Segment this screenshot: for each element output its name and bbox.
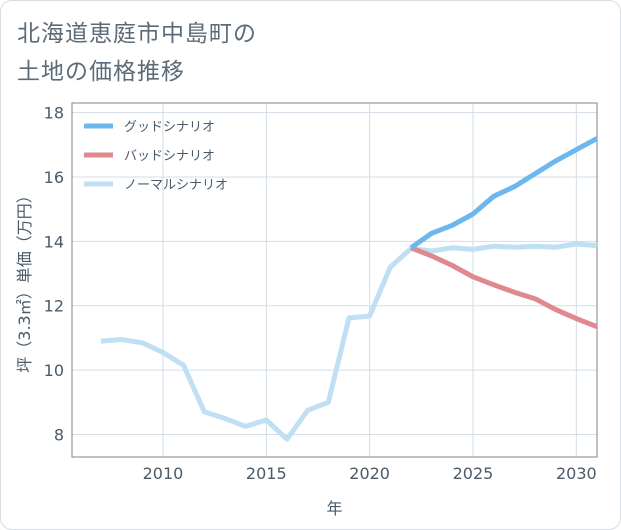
series-line-normal	[100, 241, 598, 442]
x-tick-label: 2020	[349, 464, 390, 483]
y-tick-labels: 8 10 12 14 16 18	[44, 104, 64, 445]
y-tick-label: 10	[44, 361, 64, 380]
grid-lines	[72, 103, 597, 457]
y-axis-title: 坪（3.3㎡）単価（万円）	[15, 187, 34, 372]
x-tick-label: 2025	[453, 464, 494, 483]
y-tick-label: 16	[44, 168, 64, 187]
x-tick-labels: 2010 2015 2020 2025 2030	[143, 464, 597, 483]
y-tick-label: 18	[44, 104, 64, 123]
x-tick-label: 2010	[143, 464, 184, 483]
x-axis-title: 年	[326, 499, 342, 518]
series-lines	[100, 136, 599, 442]
chart-title-line-1: 北海道恵庭市中島町の	[17, 21, 257, 47]
series-line-good	[409, 136, 599, 250]
chart-title: 北海道恵庭市中島町の 土地の価格推移	[17, 15, 257, 91]
y-tick-label: 14	[44, 232, 64, 251]
legend-label-bad: バッドシナリオ	[124, 149, 215, 164]
y-tick-label: 12	[44, 297, 64, 316]
legend-label-good: グッドシナリオ	[124, 120, 215, 135]
x-tick-label: 2015	[246, 464, 287, 483]
series-line-bad	[410, 245, 598, 330]
plot-frame	[71, 102, 598, 458]
x-tick-label: 2030	[556, 464, 597, 483]
y-tick-label: 8	[54, 425, 64, 444]
chart-title-line-2: 土地の価格推移	[17, 59, 185, 85]
legend-label-normal: ノーマルシナリオ	[124, 178, 228, 193]
